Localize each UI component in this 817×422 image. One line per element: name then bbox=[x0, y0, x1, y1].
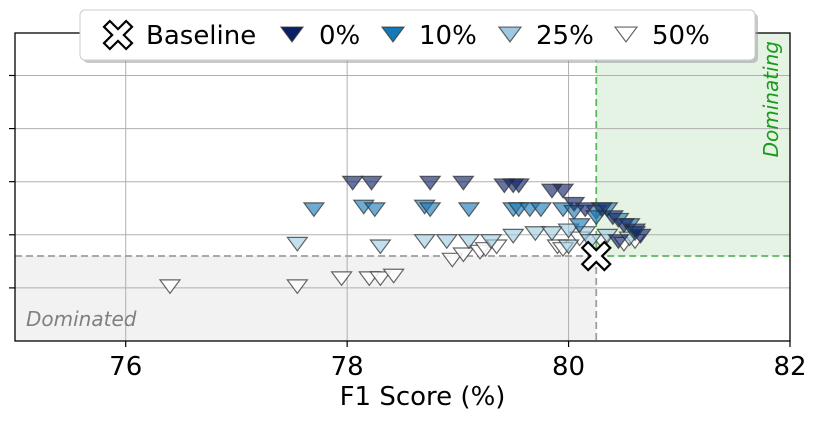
baseline-marker bbox=[580, 240, 612, 272]
legend-label-0pct: 0% bbox=[319, 21, 360, 51]
axes: 76 78 80 82 F1 Score (%) bbox=[9, 32, 807, 412]
dominated-label: Dominated bbox=[26, 307, 137, 331]
legend-label-25pct: 25% bbox=[536, 21, 594, 51]
point-0pct bbox=[507, 178, 530, 194]
point-0pct bbox=[360, 175, 383, 191]
point-25pct bbox=[557, 223, 580, 239]
point-10pct bbox=[363, 202, 387, 218]
point-50pct bbox=[158, 279, 182, 295]
legend-box bbox=[79, 9, 756, 61]
x-tick-label: 80 bbox=[552, 352, 585, 382]
x-axis-label: F1 Score (%) bbox=[340, 382, 506, 412]
point-50pct bbox=[441, 252, 464, 268]
point-10pct bbox=[568, 218, 591, 234]
point-25pct bbox=[435, 234, 458, 250]
dominated-region bbox=[15, 256, 597, 341]
point-50pct bbox=[369, 271, 392, 287]
point-0pct bbox=[551, 183, 575, 199]
point-50pct bbox=[330, 271, 353, 287]
x-tick-label: 76 bbox=[109, 352, 142, 382]
legend-marker-0pct bbox=[279, 26, 305, 43]
point-10pct bbox=[418, 202, 442, 218]
point-50pct bbox=[286, 279, 309, 295]
point-0pct bbox=[601, 210, 625, 226]
point-10pct bbox=[529, 202, 553, 218]
point-0pct bbox=[418, 175, 442, 191]
plot-area: Dominated Dominating bbox=[15, 33, 791, 341]
point-50pct bbox=[382, 268, 405, 284]
x-tick-label: 78 bbox=[331, 352, 364, 382]
point-25pct bbox=[579, 234, 602, 250]
point-0pct bbox=[629, 228, 652, 244]
legend-label-10pct: 10% bbox=[419, 21, 477, 51]
point-0pct bbox=[607, 234, 630, 250]
legend-marker-10pct bbox=[380, 26, 406, 43]
legend-marker-25pct bbox=[497, 26, 523, 43]
x-tick-label: 82 bbox=[773, 352, 806, 382]
legend-marker-50pct bbox=[613, 26, 639, 43]
point-25pct bbox=[524, 226, 547, 242]
point-0pct bbox=[341, 175, 364, 191]
point-0pct bbox=[573, 202, 597, 218]
point-0pct bbox=[452, 175, 475, 191]
point-25pct bbox=[479, 234, 503, 250]
point-10pct bbox=[457, 202, 481, 218]
point-10pct bbox=[302, 202, 326, 218]
point-25pct bbox=[413, 234, 436, 250]
point-25pct bbox=[557, 239, 580, 255]
point-0pct bbox=[590, 202, 613, 218]
point-25pct bbox=[540, 226, 564, 242]
legend: Baseline 0% 10% 25% 50% bbox=[79, 9, 758, 63]
point-25pct bbox=[457, 234, 481, 250]
legend-baseline-marker bbox=[102, 19, 134, 51]
point-25pct bbox=[286, 236, 309, 252]
legend-label-50pct: 50% bbox=[652, 21, 710, 51]
legend-baseline-label: Baseline bbox=[146, 21, 256, 51]
dominating-label: Dominating bbox=[759, 41, 783, 157]
point-25pct bbox=[369, 239, 392, 255]
point-25pct bbox=[502, 228, 525, 244]
point-50pct bbox=[452, 247, 475, 263]
